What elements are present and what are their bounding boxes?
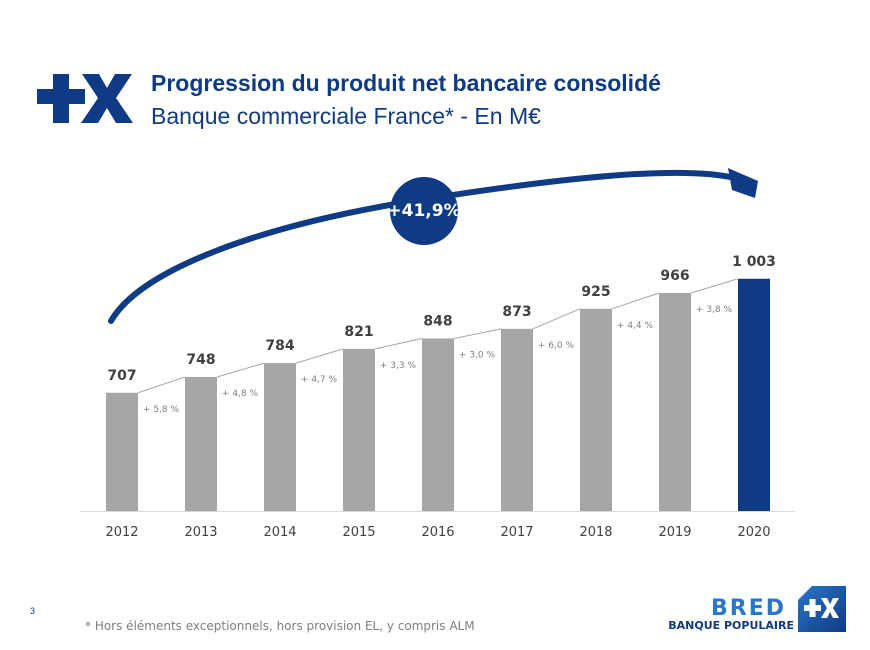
connector-line (216, 362, 265, 378)
bar-2018 (580, 308, 612, 511)
bar-2013 (185, 376, 217, 511)
growth-label: + 6,0 % (538, 341, 575, 351)
page-subtitle: Banque commerciale France* - En M€ (151, 103, 541, 129)
brand-name: BRED (711, 596, 786, 621)
value-label-2018: 925 (581, 284, 610, 300)
value-label-2012: 707 (107, 368, 136, 384)
footnote: * Hors éléments exceptionnels, hors prov… (85, 619, 475, 633)
plus-x-square-icon (798, 586, 846, 632)
brand-sub: BANQUE POPULAIRE (668, 619, 794, 632)
growth-label: + 3,3 % (380, 361, 417, 371)
bar-2016 (422, 338, 454, 511)
connector-line (374, 337, 423, 350)
connector-line (690, 278, 739, 294)
x-tick-label-2015: 2015 (342, 525, 375, 540)
overall-growth-label: +41,9% (387, 201, 460, 221)
bar-2019 (659, 293, 691, 511)
plus-x-logo-icon (37, 74, 133, 123)
page-title: Progression du produit net bancaire cons… (151, 70, 661, 96)
value-label-2017: 873 (502, 304, 531, 320)
growth-label: + 3,8 % (696, 305, 733, 315)
x-tick-label-2012: 2012 (105, 525, 138, 540)
value-label-2019: 966 (660, 268, 689, 284)
x-tick-label-2016: 2016 (421, 525, 454, 540)
x-tick-label-2019: 2019 (658, 525, 691, 540)
x-tick-label-2018: 2018 (579, 525, 612, 540)
bar-2012 (106, 392, 138, 511)
arrow-head-icon (728, 168, 758, 198)
growth-label: + 4,7 % (301, 375, 338, 385)
value-label-2013: 748 (186, 352, 215, 368)
growth-badge (390, 177, 458, 245)
growth-label: + 4,8 % (222, 389, 259, 399)
connector-line (137, 376, 186, 394)
value-label-2014: 784 (265, 338, 294, 354)
bar-2017 (501, 328, 533, 511)
connector-line (532, 308, 581, 330)
page-number: 3 (30, 606, 36, 616)
bar-2015 (343, 348, 375, 511)
x-tick-label-2014: 2014 (263, 525, 296, 540)
connector-line (453, 328, 502, 339)
growth-label: + 5,8 % (143, 405, 180, 415)
bred-logo: BRED BANQUE POPULAIRE (668, 586, 848, 634)
connector-line (295, 348, 344, 364)
value-label-2016: 848 (423, 313, 452, 329)
growth-label: + 3,0 % (459, 350, 496, 360)
growth-label: + 4,4 % (617, 321, 654, 331)
x-tick-label-2017: 2017 (500, 525, 533, 540)
bar-2020 (738, 278, 770, 511)
value-label-2020: 1 003 (732, 254, 776, 270)
bar-2014 (264, 363, 296, 511)
x-tick-label-2020: 2020 (737, 525, 770, 540)
value-label-2015: 821 (344, 324, 373, 340)
x-tick-label-2013: 2013 (184, 525, 217, 540)
connector-line (611, 292, 660, 310)
